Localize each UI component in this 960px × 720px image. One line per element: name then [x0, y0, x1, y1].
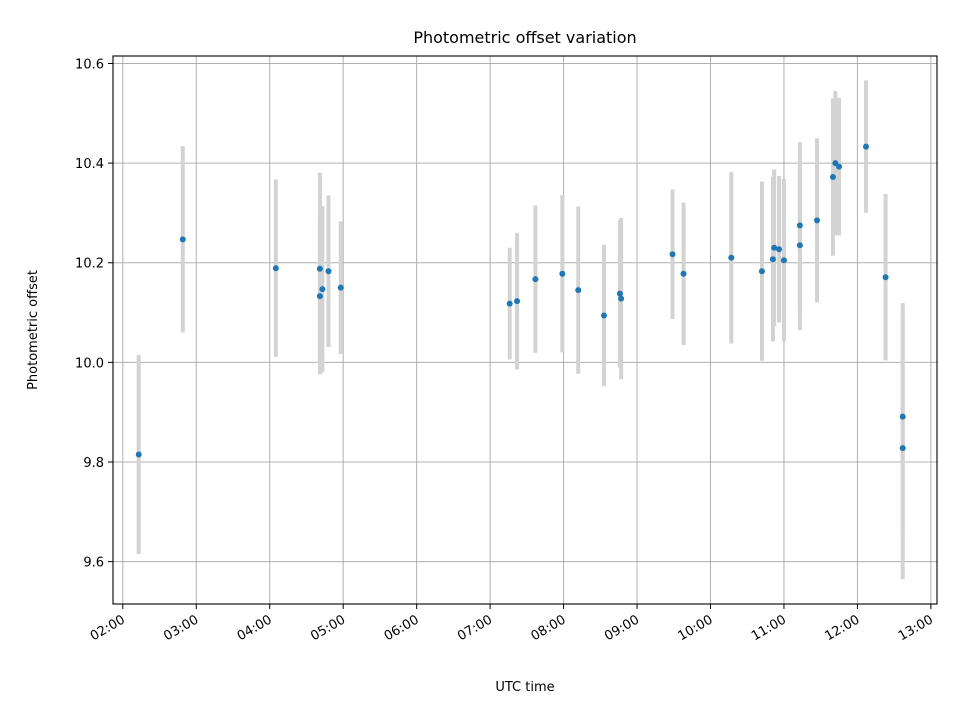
data-point	[272, 265, 279, 272]
data-point	[135, 451, 142, 458]
y-tick-label: 9.6	[83, 556, 104, 571]
y-tick-label: 9.8	[83, 456, 104, 471]
data-point	[758, 268, 765, 275]
data-point	[337, 284, 344, 291]
data-point	[514, 298, 521, 305]
data-point	[862, 143, 869, 150]
data-point	[575, 287, 582, 294]
y-tick-label: 10.0	[75, 356, 104, 371]
chart-title: Photometric offset variation	[413, 28, 636, 47]
data-point	[814, 217, 821, 224]
plot-frame	[112, 55, 938, 605]
y-axis-ticks: 9.6 9.8 10.0 10.2 10.4 10.6	[75, 57, 113, 571]
data-point	[680, 270, 687, 277]
data-point	[669, 251, 676, 258]
data-point	[316, 265, 323, 272]
data-point	[882, 274, 889, 281]
data-point	[506, 300, 513, 307]
data-point	[836, 163, 843, 170]
data-point	[796, 222, 803, 229]
data-point	[796, 242, 803, 249]
x-axis-label: UTC time	[495, 680, 554, 695]
data-point	[319, 286, 326, 293]
y-tick-label: 10.6	[75, 57, 104, 72]
data-point	[899, 413, 906, 420]
data-point	[769, 256, 776, 263]
data-point	[616, 290, 623, 297]
data-point	[780, 257, 787, 264]
data-point	[532, 276, 539, 283]
grid	[113, 56, 937, 604]
data-point	[728, 254, 735, 261]
data-point	[618, 295, 625, 302]
data-point	[899, 445, 906, 452]
y-axis-label: Photometric offset	[26, 270, 41, 390]
data-point	[829, 174, 836, 181]
data-point	[179, 236, 186, 243]
y-tick-label: 10.2	[75, 257, 104, 272]
data-point	[600, 312, 607, 319]
data-points	[135, 143, 906, 458]
y-tick-label: 10.4	[75, 157, 104, 172]
data-point	[316, 293, 323, 300]
data-point	[771, 244, 778, 251]
data-point	[776, 246, 783, 253]
data-point	[325, 268, 332, 275]
data-point	[559, 270, 566, 277]
